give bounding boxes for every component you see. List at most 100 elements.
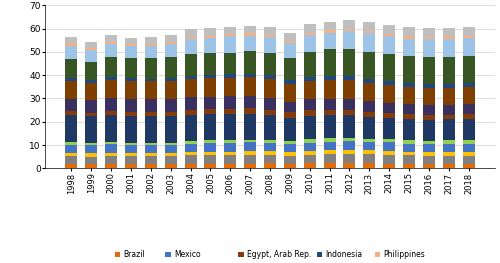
Bar: [284, 43, 296, 58]
Bar: [145, 46, 157, 58]
Bar: [304, 35, 316, 52]
Bar: [105, 164, 117, 168]
Bar: [364, 139, 376, 142]
Bar: [423, 105, 435, 115]
Bar: [304, 163, 316, 168]
Bar: [66, 111, 78, 115]
Bar: [125, 46, 137, 58]
Bar: [383, 143, 395, 151]
Bar: [264, 143, 276, 151]
Bar: [244, 74, 256, 77]
Bar: [145, 112, 157, 116]
Bar: [86, 62, 97, 80]
Bar: [344, 21, 355, 29]
Bar: [244, 155, 256, 164]
Bar: [383, 155, 395, 164]
Bar: [264, 37, 276, 53]
Bar: [145, 153, 157, 156]
Bar: [264, 27, 276, 35]
Bar: [244, 96, 256, 108]
Bar: [344, 49, 355, 76]
Bar: [403, 144, 415, 151]
Bar: [344, 163, 355, 168]
Bar: [204, 78, 216, 97]
Bar: [105, 144, 117, 153]
Bar: [125, 156, 137, 164]
Bar: [66, 156, 78, 164]
Bar: [304, 155, 316, 163]
Bar: [264, 75, 276, 79]
Bar: [86, 50, 97, 62]
Bar: [224, 114, 236, 140]
Bar: [66, 164, 78, 168]
Bar: [125, 38, 137, 44]
Bar: [443, 152, 454, 155]
Bar: [164, 78, 176, 81]
Bar: [462, 104, 474, 114]
Bar: [164, 44, 176, 57]
Bar: [403, 83, 415, 87]
Bar: [383, 37, 395, 54]
Bar: [383, 25, 395, 34]
Bar: [284, 144, 296, 152]
Bar: [145, 58, 157, 79]
Bar: [66, 145, 78, 153]
Bar: [423, 144, 435, 152]
Bar: [66, 59, 78, 78]
Bar: [164, 81, 176, 99]
Bar: [383, 54, 395, 81]
Bar: [145, 99, 157, 112]
Bar: [125, 44, 137, 46]
Bar: [184, 29, 196, 37]
Bar: [105, 156, 117, 164]
Bar: [364, 117, 376, 139]
Bar: [403, 56, 415, 83]
Bar: [125, 99, 137, 112]
Bar: [344, 80, 355, 99]
Bar: [324, 138, 336, 142]
Bar: [304, 52, 316, 77]
Bar: [244, 114, 256, 140]
Bar: [105, 115, 117, 142]
Bar: [264, 151, 276, 155]
Bar: [264, 35, 276, 37]
Bar: [462, 38, 474, 56]
Bar: [224, 53, 236, 74]
Bar: [145, 143, 157, 145]
Bar: [443, 84, 454, 88]
Bar: [344, 115, 355, 138]
Bar: [364, 33, 376, 52]
Bar: [364, 154, 376, 163]
Bar: [244, 33, 256, 36]
Bar: [224, 74, 236, 78]
Bar: [383, 85, 395, 103]
Bar: [145, 79, 157, 81]
Bar: [264, 115, 276, 140]
Bar: [423, 57, 435, 84]
Bar: [184, 155, 196, 164]
Bar: [344, 110, 355, 115]
Bar: [204, 143, 216, 152]
Bar: [403, 155, 415, 164]
Bar: [462, 152, 474, 155]
Bar: [284, 141, 296, 144]
Bar: [383, 103, 395, 113]
Bar: [184, 144, 196, 152]
Bar: [204, 75, 216, 78]
Bar: [204, 38, 216, 53]
Bar: [125, 81, 137, 99]
Bar: [164, 145, 176, 153]
Bar: [423, 84, 435, 88]
Bar: [443, 119, 454, 140]
Bar: [324, 49, 336, 76]
Bar: [403, 151, 415, 155]
Bar: [86, 113, 97, 116]
Bar: [443, 57, 454, 84]
Bar: [284, 152, 296, 156]
Bar: [423, 141, 435, 144]
Bar: [324, 33, 336, 49]
Bar: [462, 119, 474, 140]
Bar: [244, 151, 256, 155]
Bar: [284, 156, 296, 164]
Bar: [304, 24, 316, 33]
